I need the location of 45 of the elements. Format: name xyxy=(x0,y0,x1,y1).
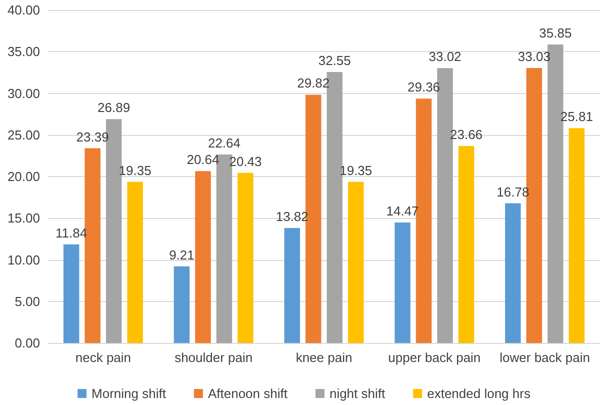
y-tick-label: 25.00 xyxy=(7,127,40,142)
data-label: 35.85 xyxy=(539,26,572,41)
y-tick-label: 5.00 xyxy=(14,294,40,309)
data-label: 33.02 xyxy=(428,49,462,64)
data-label: 20.43 xyxy=(229,154,262,169)
bar xyxy=(505,203,521,343)
data-label: 20.64 xyxy=(186,152,220,168)
y-tick-label: 35.00 xyxy=(7,44,40,60)
data-label: 9.21 xyxy=(169,247,194,262)
data-label: 32.55 xyxy=(318,53,351,68)
data-label: 23.39 xyxy=(76,129,109,144)
data-label: 29.82 xyxy=(297,76,330,91)
y-tick-label: 0.00 xyxy=(14,336,40,350)
x-tick-label: knee pain xyxy=(296,350,352,365)
bar xyxy=(195,171,211,343)
data-label: 23.66 xyxy=(450,127,483,142)
x-tick-label: upper back pain xyxy=(388,350,481,365)
legend-label: Morning shift xyxy=(92,386,166,401)
legend-label: Aftenoon shift xyxy=(208,386,288,401)
data-label: 29.36 xyxy=(408,80,440,95)
y-tick-label: 30.00 xyxy=(7,86,40,101)
legend-label: extended long hrs xyxy=(427,386,531,401)
y-tick-label: 10.00 xyxy=(7,252,40,268)
y-tick-label: 20.00 xyxy=(7,169,40,184)
x-tick-label: shoulder pain xyxy=(174,350,253,365)
bar xyxy=(568,128,585,343)
bar xyxy=(458,146,474,343)
y-tick-label: 15.00 xyxy=(7,210,40,226)
data-label: 19.35 xyxy=(118,162,152,178)
data-label: 33.03 xyxy=(518,49,550,64)
data-label: 25.81 xyxy=(560,109,593,124)
bar xyxy=(174,266,190,343)
bar xyxy=(127,182,143,343)
bar xyxy=(284,228,300,343)
bar xyxy=(394,222,410,343)
bar xyxy=(348,182,364,343)
x-tick-label: lower back pain xyxy=(500,350,590,365)
x-tick-label: neck pain xyxy=(75,350,132,365)
legend-label: night shift xyxy=(329,386,386,401)
bar xyxy=(238,172,254,343)
data-label: 26.89 xyxy=(98,100,130,116)
y-tick-label: 40.00 xyxy=(7,2,40,18)
bar xyxy=(63,244,80,343)
data-label: 19.35 xyxy=(340,162,372,178)
data-label: 22.64 xyxy=(208,136,240,151)
